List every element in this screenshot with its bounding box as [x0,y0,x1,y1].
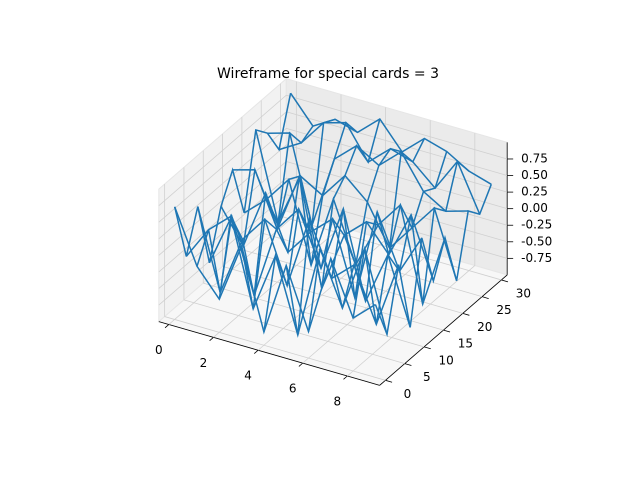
wire-column [208,206,411,328]
wire-column [173,206,376,335]
tick-mark [164,324,170,329]
z-tick-label: -0.50 [521,234,552,248]
grid-line [183,299,405,364]
x-tick-label: 8 [334,394,342,408]
z-tick-label: -0.75 [521,251,552,265]
x-tick-label: 6 [289,382,297,396]
x-tick-label: 4 [244,369,252,383]
y-tick-label: 20 [477,320,492,334]
z-tick-label: 0.50 [521,168,548,182]
grid-line [158,161,287,273]
axis-line [158,321,380,386]
z-tick-label: 0.75 [521,151,548,165]
tick-mark [343,375,348,380]
tick-mark [209,337,214,341]
wire-column [278,121,481,215]
wire-column [243,178,446,307]
wire-column [267,132,469,229]
grid-line [158,194,287,306]
y-tick-label: 30 [516,286,531,300]
wire-column [185,215,388,338]
x-tick-label: 2 [200,356,208,370]
y-tick-label: 25 [496,303,511,317]
chart-title: Wireframe for special cards = 3 [217,66,439,82]
y-tick-label: 10 [438,353,453,367]
z-tick-label: 0.00 [521,201,548,215]
wire-column [197,206,400,327]
y-tick-label: 0 [404,387,412,401]
tick-mark [443,329,451,333]
wire-column [220,190,423,301]
grid-line [286,144,508,210]
wire-column [255,129,458,281]
grid-line [164,316,386,381]
grid-line [286,177,508,243]
tick-mark [385,379,393,383]
tick-mark [462,313,470,316]
grid-line [222,265,444,331]
z-tick-label: 0.25 [521,185,548,199]
tick-mark [481,296,489,299]
tick-mark [298,362,303,367]
y-tick-label: 15 [458,337,473,351]
grid-line [286,127,508,193]
wire-column [289,92,492,185]
tick-mark [254,349,259,354]
grid-line [158,111,287,223]
grid-line [286,194,508,259]
grid-line [286,94,508,160]
tick-mark [404,363,412,366]
grid-line [158,94,287,206]
z-tick-label: -0.25 [521,218,552,232]
tick-mark [501,279,509,283]
y-tick-label: 5 [423,370,431,384]
x-tick-label: 0 [155,343,163,357]
tick-mark [423,346,431,350]
